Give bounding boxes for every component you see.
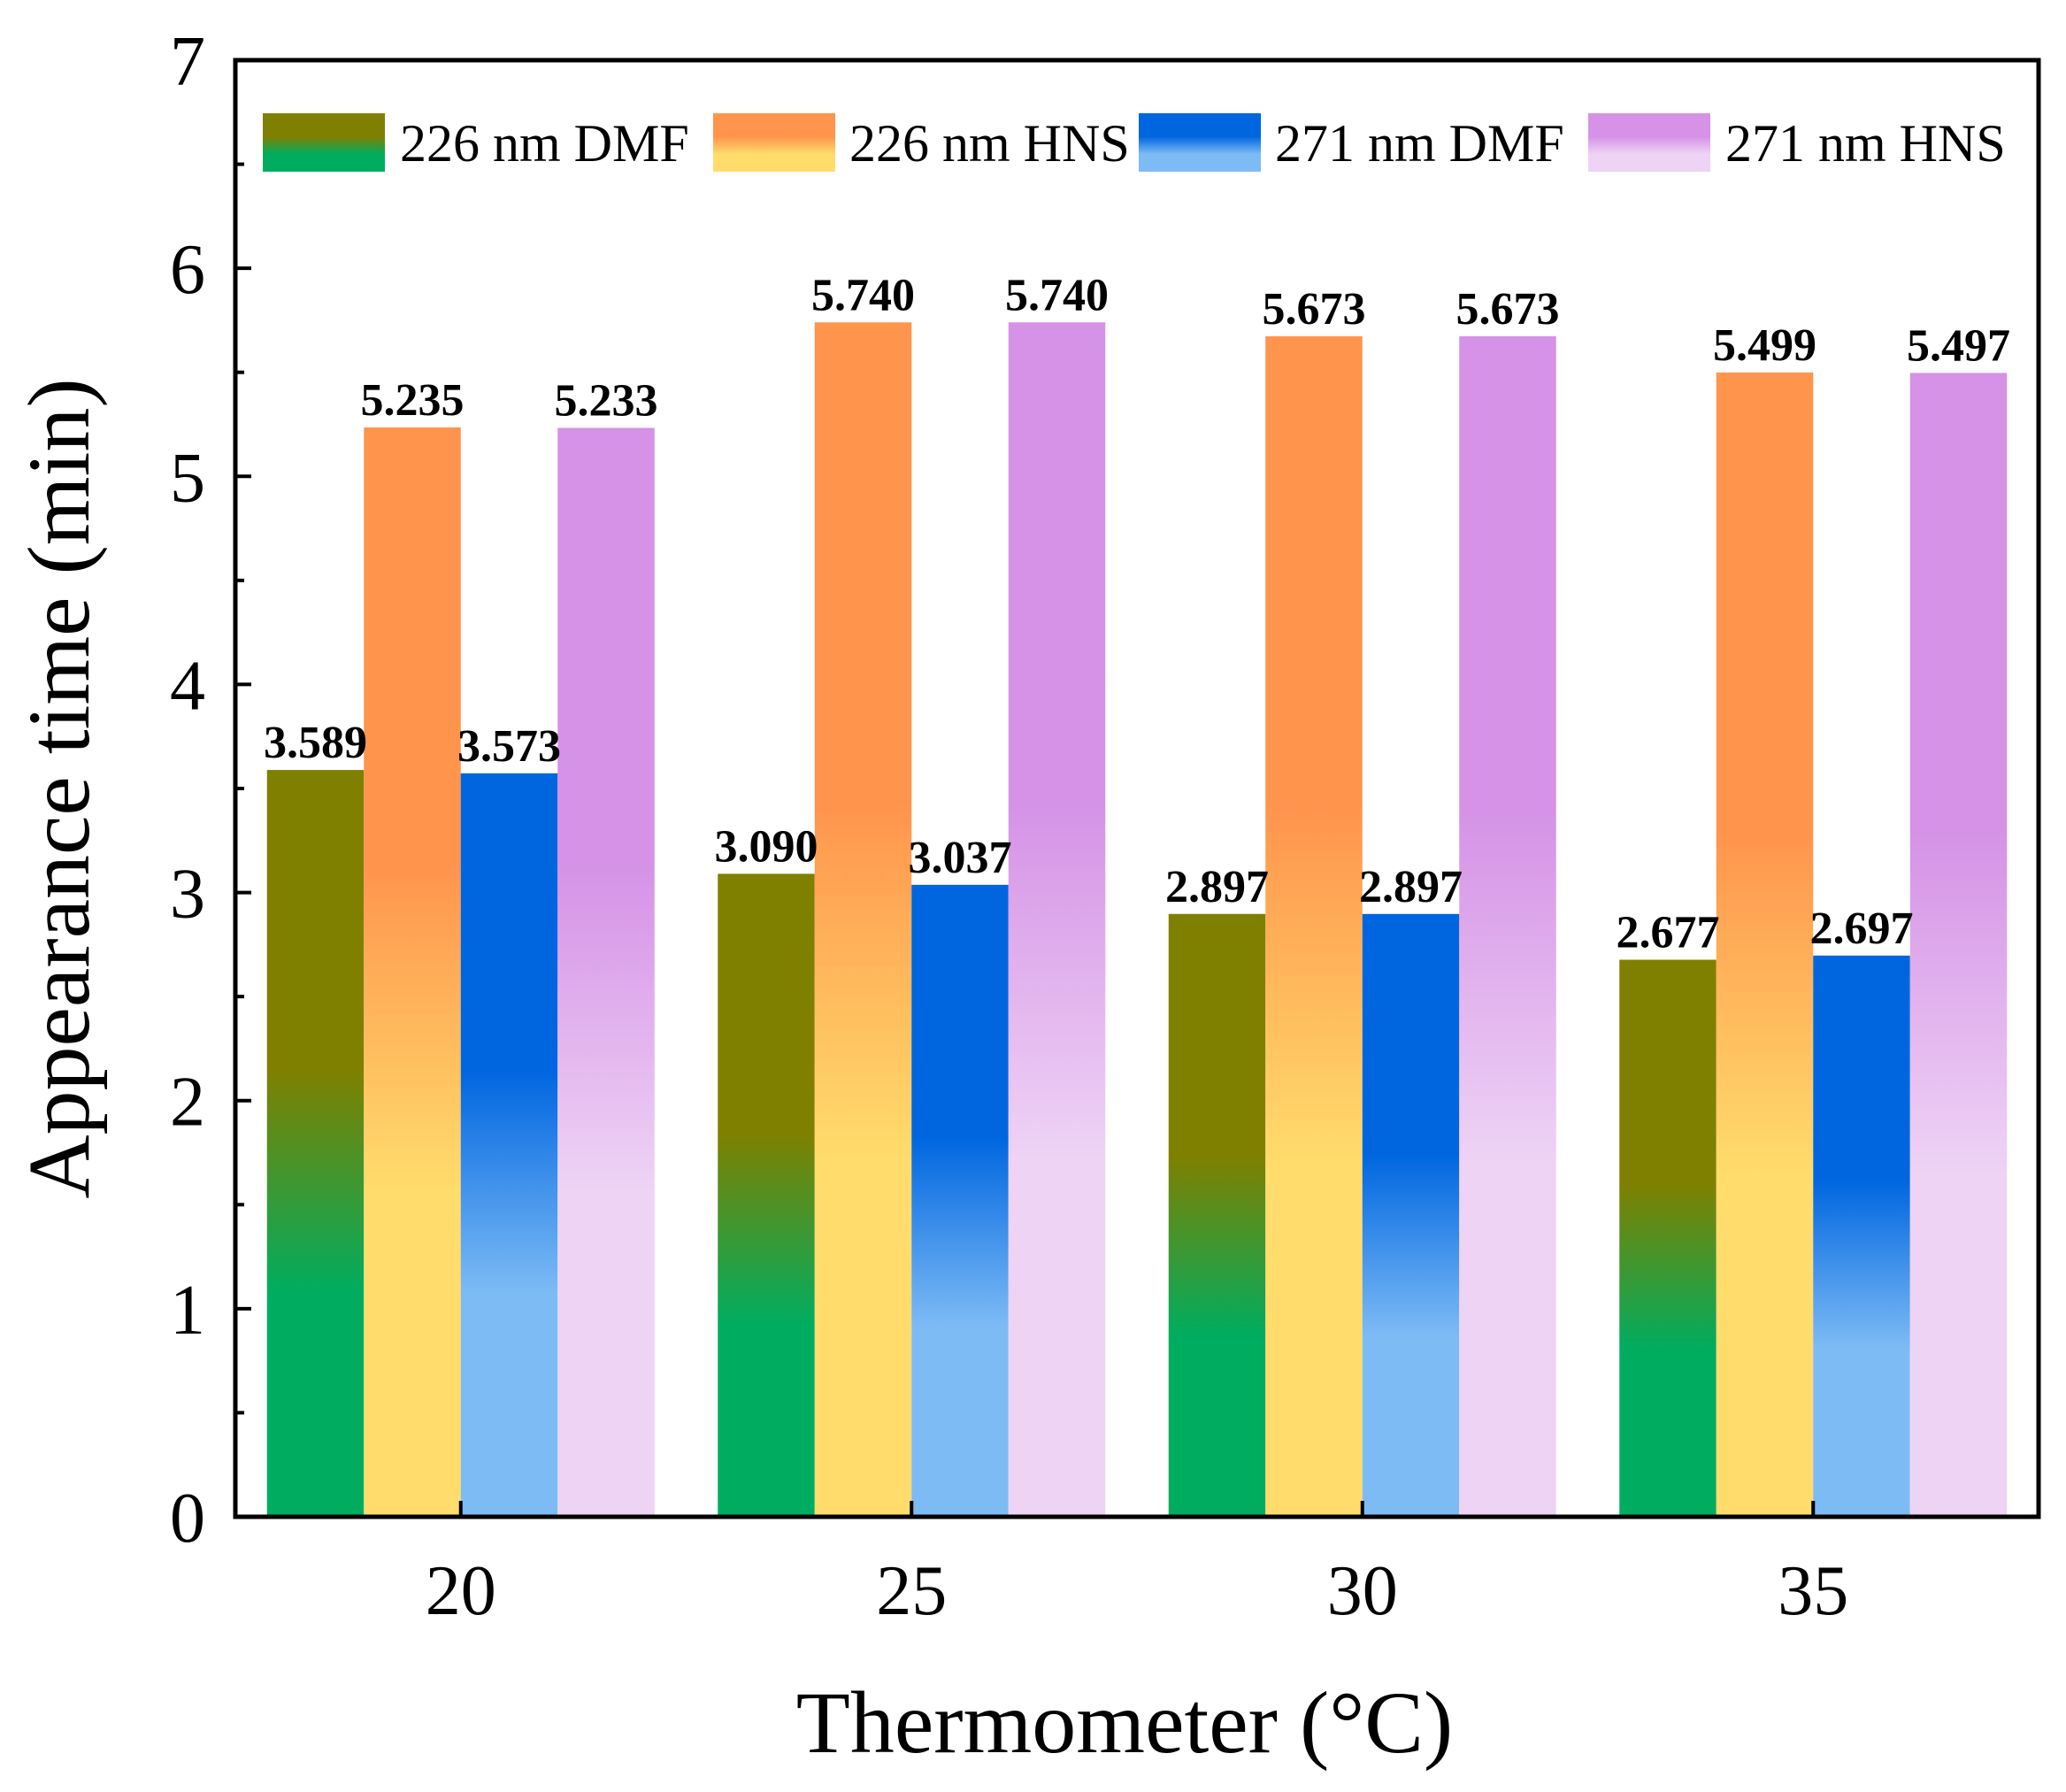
data-label-271-nm-dmf-30: 2.897	[1359, 862, 1463, 912]
bar-271-nm-dmf-35	[1813, 955, 1910, 1517]
y-tick-label-3: 3	[170, 856, 205, 934]
x-axis: 20 25 30 35	[426, 1501, 1848, 1630]
bar-226-nm-dmf-35	[1619, 959, 1717, 1517]
data-label-271-nm-hns-20: 5.233	[555, 375, 658, 426]
data-labels-group: 3.589 5.235 3.573 5.233 3.090 5.740 3.037 5.740…	[264, 270, 2010, 958]
bar-226-nm-hns-35	[1716, 372, 1814, 1517]
legend-swatch-226-nm-dmf	[263, 113, 385, 172]
legend-label-226-nm-dmf: 226 nm DMF	[400, 114, 689, 173]
y-tick-label-4: 4	[170, 647, 205, 725]
data-label-226-nm-dmf-25: 3.090	[715, 821, 818, 872]
bar-271-nm-dmf-30	[1362, 913, 1460, 1517]
bar-271-nm-hns-35	[1909, 373, 2008, 1518]
y-axis-title: Appearance time (min)	[10, 378, 108, 1198]
x-tick-label-30: 30	[1327, 1552, 1398, 1630]
data-label-226-nm-dmf-30: 2.897	[1165, 862, 1269, 912]
bar-226-nm-hns-25	[814, 322, 912, 1517]
bar-226-nm-dmf-25	[718, 873, 815, 1517]
bar-271-nm-dmf-25	[911, 884, 1009, 1517]
legend-label-271-nm-hns: 271 nm HNS	[1725, 114, 2006, 173]
y-tick-label-2: 2	[170, 1064, 205, 1142]
bar-271-nm-hns-25	[1008, 322, 1106, 1517]
bar-271-nm-hns-30	[1459, 336, 1556, 1518]
y-tick-label-1: 1	[170, 1272, 205, 1350]
y-axis: 0 1 2 3 4 5 6 7	[170, 23, 251, 1557]
data-label-271-nm-hns-35: 5.497	[1907, 320, 2010, 371]
data-label-226-nm-hns-30: 5.673	[1263, 284, 1366, 335]
y-tick-label-7: 7	[170, 23, 205, 101]
data-label-271-nm-dmf-35: 2.697	[1810, 904, 1914, 954]
data-label-226-nm-hns-35: 5.499	[1713, 320, 1816, 371]
y-tick-label-0: 0	[170, 1480, 205, 1557]
bar-271-nm-dmf-20	[460, 773, 558, 1517]
data-label-271-nm-hns-25: 5.740	[1005, 270, 1109, 320]
x-tick-label-20: 20	[426, 1552, 496, 1630]
data-label-271-nm-hns-30: 5.673	[1456, 284, 1560, 335]
x-axis-title: Thermometer (°C)	[796, 1673, 1453, 1772]
legend-swatch-226-nm-hns	[713, 113, 835, 172]
x-tick-label-25: 25	[876, 1552, 947, 1630]
x-tick-label-35: 35	[1778, 1552, 1848, 1630]
data-label-226-nm-hns-20: 5.235	[361, 375, 465, 426]
legend-swatch-271-nm-hns	[1588, 113, 1710, 172]
legend-label-226-nm-hns: 226 nm HNS	[849, 114, 1130, 173]
bars-group	[266, 322, 2008, 1518]
bar-226-nm-dmf-30	[1168, 913, 1266, 1517]
y-tick-label-5: 5	[170, 439, 205, 517]
data-label-271-nm-dmf-20: 3.573	[457, 721, 561, 772]
data-label-226-nm-dmf-35: 2.677	[1617, 908, 1720, 958]
data-label-271-nm-dmf-25: 3.037	[909, 833, 1012, 883]
bar-226-nm-hns-30	[1265, 336, 1363, 1518]
data-label-226-nm-dmf-20: 3.589	[264, 718, 367, 768]
bar-226-nm-dmf-20	[266, 770, 365, 1517]
bar-271-nm-hns-20	[557, 427, 655, 1517]
legend-label-271-nm-dmf: 271 nm DMF	[1275, 114, 1564, 173]
y-tick-label-6: 6	[170, 231, 205, 309]
bar-226-nm-hns-20	[364, 427, 461, 1518]
data-label-226-nm-hns-25: 5.740	[811, 270, 915, 320]
legend: 226 nm DMF 226 nm HNS 271 nm DMF 271 nm HNS	[263, 113, 2006, 173]
legend-swatch-271-nm-dmf	[1139, 113, 1261, 172]
